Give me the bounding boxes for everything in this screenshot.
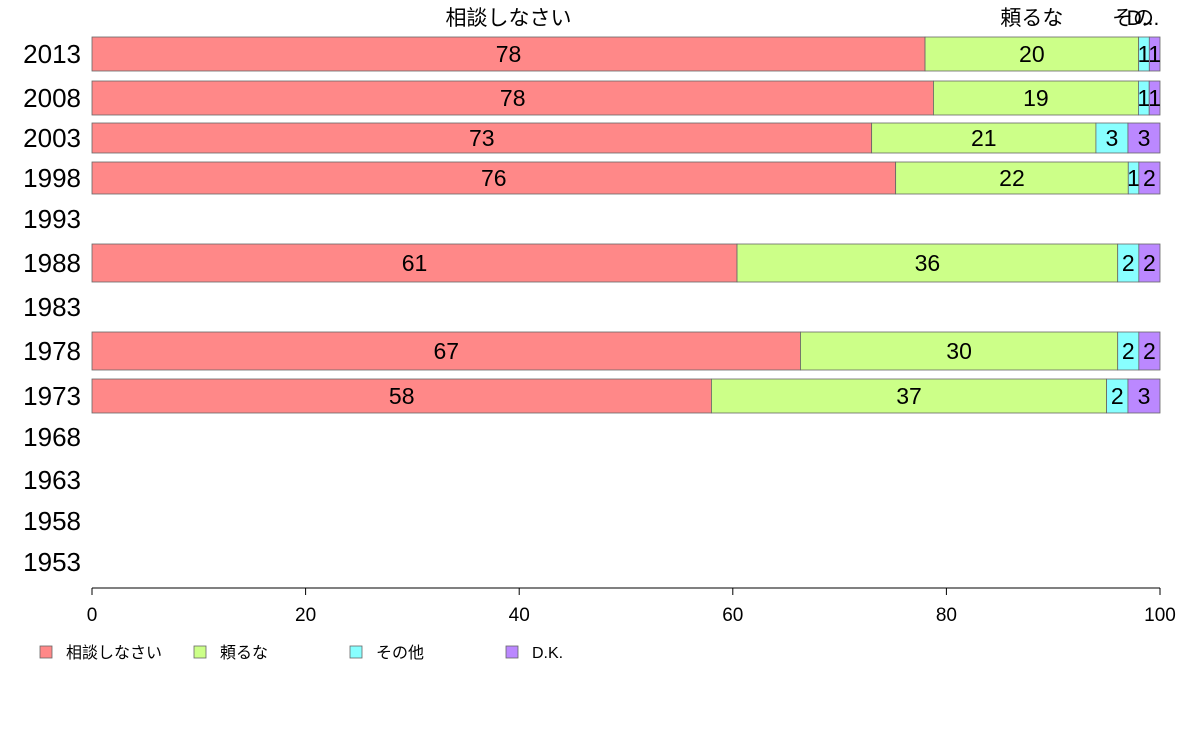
legend-swatch-0 bbox=[39, 645, 53, 659]
value-label-2008-series-2: 1 bbox=[1137, 85, 1150, 111]
column-header-2: その bbox=[1112, 7, 1154, 30]
legend-label-2: その他 bbox=[376, 644, 424, 662]
year-label-2003: 2003 bbox=[23, 123, 81, 153]
year-label-1988: 1988 bbox=[23, 248, 81, 278]
value-label-2013-series-3: 1 bbox=[1148, 41, 1161, 67]
bar-1973-series-0 bbox=[91, 378, 712, 414]
value-label-1988-series-3: 2 bbox=[1143, 250, 1156, 276]
year-label-1963: 1963 bbox=[23, 465, 81, 495]
year-label-1973: 1973 bbox=[23, 381, 81, 411]
bar-2008-series-0 bbox=[91, 80, 934, 116]
value-label-1998-series-0: 76 bbox=[481, 165, 507, 191]
x-axis: 0 20 40 60 80 100 bbox=[87, 587, 1176, 626]
value-label-2003-series-3: 3 bbox=[1138, 125, 1151, 151]
x-tick-label-20: 20 bbox=[295, 605, 316, 626]
legend-label-0: 相談しなさい bbox=[66, 644, 162, 662]
year-label-1958: 1958 bbox=[23, 506, 81, 536]
value-label-1973-series-3: 3 bbox=[1138, 383, 1151, 409]
legend-label-1: 頼るな bbox=[220, 644, 268, 662]
value-label-1988-series-0: 61 bbox=[402, 250, 428, 276]
year-label-1968: 1968 bbox=[23, 422, 81, 452]
column-header-1: 頼るな bbox=[1000, 7, 1063, 30]
value-label-2008-series-0: 78 bbox=[500, 85, 526, 111]
bar-1978-series-1 bbox=[800, 331, 1119, 371]
legend: 相談しなさい 頼るな その他 D.K. bbox=[39, 644, 563, 662]
bar-2003-series-0 bbox=[91, 122, 873, 154]
value-label-1978-series-0: 67 bbox=[433, 338, 459, 364]
legend-swatch-3 bbox=[505, 645, 519, 659]
year-label-1993: 1993 bbox=[23, 204, 81, 234]
year-label-1953: 1953 bbox=[23, 547, 81, 577]
bar-2013-series-3 bbox=[1148, 36, 1161, 72]
bar-1988-series-3 bbox=[1138, 243, 1161, 283]
x-tick-label-0: 0 bbox=[87, 605, 98, 626]
value-label-1973-series-0: 58 bbox=[389, 383, 415, 409]
column-header-3: D... bbox=[1127, 7, 1160, 30]
value-label-1978-series-1: 30 bbox=[946, 338, 972, 364]
bar-2003-series-2 bbox=[1095, 122, 1129, 154]
bar-1988-series-1 bbox=[736, 243, 1119, 283]
bar-1978-series-3 bbox=[1138, 331, 1161, 371]
year-label-2013: 2013 bbox=[23, 39, 81, 69]
bar-2013-series-1 bbox=[924, 36, 1140, 72]
legend-swatch-1 bbox=[193, 645, 207, 659]
bar-2003-series-1 bbox=[871, 122, 1097, 154]
value-label-2013-series-2: 1 bbox=[1138, 41, 1151, 67]
legend-label-3: D.K. bbox=[532, 645, 563, 662]
value-label-1998-series-1: 22 bbox=[999, 165, 1025, 191]
value-label-1978-series-2: 2 bbox=[1122, 338, 1135, 364]
value-label-2003-series-1: 21 bbox=[971, 125, 997, 151]
bar-1973-series-3 bbox=[1127, 378, 1161, 414]
column-headers: 相談しなさい 頼るな そのD... bbox=[446, 7, 1160, 30]
x-tick-label-80: 80 bbox=[936, 605, 957, 626]
year-label-1978: 1978 bbox=[23, 336, 81, 366]
value-label-1988-series-2: 2 bbox=[1122, 250, 1135, 276]
legend-swatch-2 bbox=[349, 645, 363, 659]
value-label-1998-series-3: 2 bbox=[1143, 165, 1156, 191]
value-label-1973-series-2: 2 bbox=[1111, 383, 1124, 409]
x-tick-label-60: 60 bbox=[722, 605, 743, 626]
value-label-2013-series-0: 78 bbox=[496, 41, 522, 67]
value-label-2008-series-3: 1 bbox=[1148, 85, 1161, 111]
value-label-2003-series-2: 3 bbox=[1106, 125, 1119, 151]
bar-2008-series-3 bbox=[1148, 80, 1161, 116]
value-label-2003-series-0: 73 bbox=[469, 125, 495, 151]
year-labels: 2013 2008 2003 1998 1993 1988 1983 1978 1973 1968… bbox=[23, 39, 81, 577]
bar-1998-series-0 bbox=[91, 161, 897, 195]
bar-1973-series-1 bbox=[711, 378, 1108, 414]
bar-1998-series-1 bbox=[895, 161, 1129, 195]
bar-2008-series-1 bbox=[933, 80, 1139, 116]
value-label-1978-series-3: 2 bbox=[1143, 338, 1156, 364]
bar-1988-series-0 bbox=[91, 243, 738, 283]
x-tick-label-100: 100 bbox=[1144, 605, 1176, 626]
value-label-2013-series-1: 20 bbox=[1019, 41, 1045, 67]
value-label-2008-series-1: 19 bbox=[1023, 85, 1049, 111]
value-label-1973-series-1: 37 bbox=[896, 383, 922, 409]
x-tick-label-40: 40 bbox=[509, 605, 530, 626]
value-label-1988-series-1: 36 bbox=[915, 250, 941, 276]
bar-2003-series-3 bbox=[1127, 122, 1161, 154]
bar-1998-series-3 bbox=[1138, 161, 1161, 195]
year-label-2008: 2008 bbox=[23, 83, 81, 113]
year-label-1998: 1998 bbox=[23, 163, 81, 193]
value-label-1998-series-2: 1 bbox=[1127, 165, 1140, 191]
year-label-1983: 1983 bbox=[23, 292, 81, 322]
column-header-0: 相談しなさい bbox=[446, 7, 572, 30]
bar-1978-series-0 bbox=[91, 331, 801, 371]
